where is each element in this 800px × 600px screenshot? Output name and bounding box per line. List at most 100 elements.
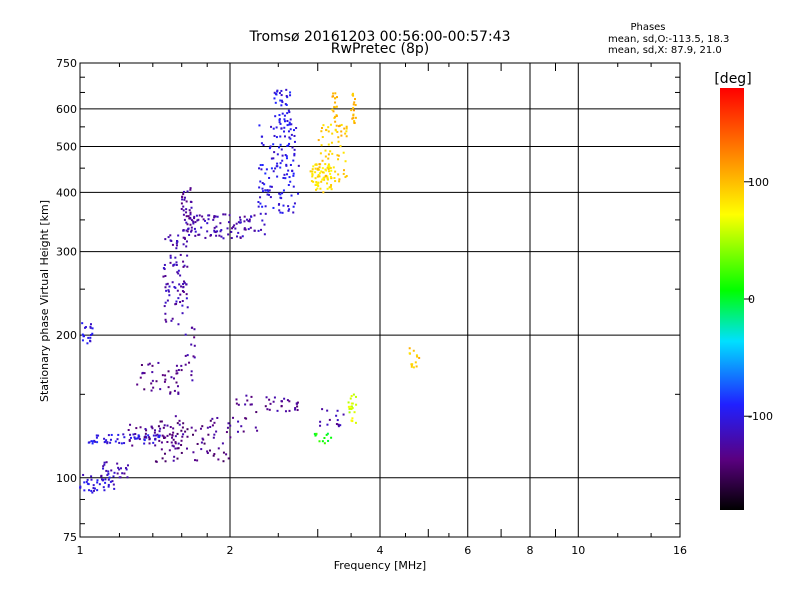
- data-point: [185, 208, 188, 211]
- data-point: [213, 229, 216, 232]
- data-point: [185, 245, 188, 248]
- data-point: [217, 458, 220, 461]
- data-point: [81, 322, 84, 325]
- data-point: [190, 374, 193, 377]
- data-point: [288, 136, 291, 139]
- data-point: [148, 362, 151, 365]
- data-point: [166, 282, 169, 285]
- data-point: [185, 211, 188, 214]
- data-point: [353, 120, 356, 123]
- data-point: [165, 320, 168, 323]
- data-point: [134, 437, 137, 440]
- data-point: [163, 437, 166, 440]
- data-point: [408, 347, 411, 350]
- data-point: [253, 229, 256, 232]
- data-point: [196, 459, 199, 462]
- data-point: [283, 130, 286, 133]
- data-point: [354, 395, 357, 398]
- data-point: [265, 168, 268, 171]
- data-point: [89, 340, 92, 343]
- data-point: [173, 389, 176, 392]
- data-point: [172, 377, 175, 380]
- data-point: [326, 182, 329, 185]
- data-point: [249, 403, 252, 406]
- data-point: [155, 380, 158, 383]
- data-point: [152, 434, 155, 437]
- data-point: [179, 301, 182, 304]
- data-point: [288, 142, 291, 145]
- y-tick-label: 300: [56, 246, 77, 259]
- data-point: [332, 110, 335, 113]
- data-point: [345, 135, 348, 138]
- data-point: [329, 123, 332, 126]
- data-point: [178, 283, 181, 286]
- data-point: [318, 166, 321, 169]
- data-point: [129, 436, 132, 439]
- data-point: [247, 220, 250, 223]
- data-point: [96, 479, 99, 482]
- x-tick-label: 6: [464, 544, 471, 557]
- data-point: [353, 101, 356, 104]
- data-point: [154, 444, 157, 447]
- data-point: [219, 230, 222, 233]
- data-point: [353, 122, 356, 125]
- data-point: [351, 402, 354, 405]
- data-point: [412, 349, 415, 352]
- data-point: [326, 432, 329, 435]
- data-point: [181, 426, 184, 429]
- data-point: [193, 459, 196, 462]
- data-point: [201, 215, 204, 218]
- data-point: [175, 381, 178, 384]
- data-point: [269, 145, 272, 148]
- data-point: [321, 136, 324, 139]
- data-point: [201, 437, 204, 440]
- data-point: [345, 130, 348, 133]
- data-point: [327, 153, 330, 156]
- data-point: [280, 405, 283, 408]
- data-point: [94, 440, 97, 443]
- data-point: [220, 229, 223, 232]
- data-point: [203, 442, 206, 445]
- data-point: [239, 236, 242, 239]
- data-point: [163, 380, 166, 383]
- data-point: [93, 487, 96, 490]
- data-point: [169, 392, 172, 395]
- data-point: [180, 429, 183, 432]
- data-point: [280, 400, 283, 403]
- data-point: [292, 172, 295, 175]
- data-point: [185, 200, 188, 203]
- data-point: [107, 483, 110, 486]
- data-point: [322, 171, 325, 174]
- data-point: [206, 230, 209, 233]
- data-point: [189, 200, 192, 203]
- data-point: [351, 93, 354, 96]
- data-point: [281, 159, 284, 162]
- data-point: [285, 157, 288, 160]
- data-point: [280, 89, 283, 92]
- data-point: [321, 159, 324, 162]
- data-point: [237, 420, 240, 423]
- data-point: [97, 434, 100, 437]
- data-point: [189, 217, 192, 220]
- data-point: [182, 286, 185, 289]
- data-point: [215, 225, 218, 228]
- data-point: [174, 442, 177, 445]
- data-point: [222, 213, 225, 216]
- data-point: [240, 425, 243, 428]
- data-point: [174, 447, 177, 450]
- data-point: [190, 229, 193, 232]
- data-point: [137, 434, 140, 437]
- data-point: [221, 442, 224, 445]
- data-point: [236, 235, 239, 238]
- data-point: [267, 190, 270, 193]
- data-point: [334, 92, 337, 95]
- data-point: [138, 438, 141, 441]
- data-point: [334, 115, 337, 118]
- data-point: [95, 434, 98, 437]
- stats-heading: Phases: [630, 22, 665, 33]
- data-point: [174, 286, 177, 289]
- data-point: [343, 127, 346, 130]
- data-point: [313, 432, 316, 435]
- data-point: [174, 256, 177, 259]
- data-point: [282, 204, 285, 207]
